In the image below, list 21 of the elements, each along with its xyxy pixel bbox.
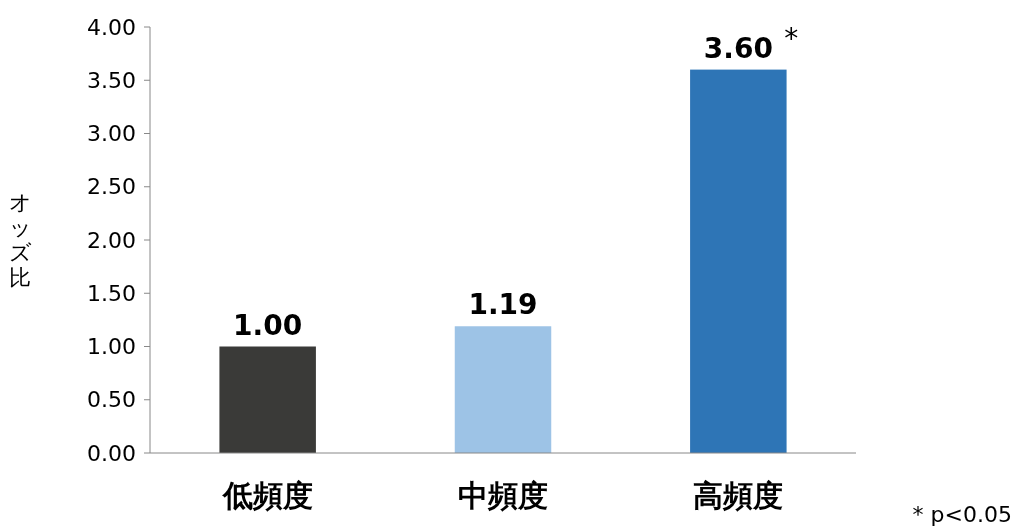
x-tick-label: 中頻度	[458, 478, 548, 513]
data-label: 3.60	[703, 31, 773, 65]
annotation: *	[784, 21, 799, 55]
y-tick-label: 1.00	[87, 334, 136, 360]
y-tick-label: 0.00	[87, 440, 136, 466]
y-tick-label: 2.00	[87, 227, 136, 253]
y-axis-title: オッズ比	[8, 190, 32, 290]
y-tick-label: 1.50	[87, 280, 136, 306]
text: * p<0.05	[912, 502, 1012, 527]
bar	[690, 69, 787, 453]
x-tick-label: 低頻度	[221, 478, 313, 513]
y-tick-label: 3.50	[87, 67, 136, 93]
data-label: 1.19	[468, 288, 538, 322]
x-tick-label: 高頻度	[693, 478, 784, 513]
bar	[454, 326, 552, 453]
y-tick-label: 2.50	[87, 174, 136, 200]
y-tick-label: 3.00	[87, 121, 136, 147]
bar	[219, 346, 316, 453]
y-tick-label: 4.00	[87, 14, 136, 40]
data-label: 1.00	[233, 308, 303, 342]
y-tick-label: 0.50	[87, 387, 136, 413]
